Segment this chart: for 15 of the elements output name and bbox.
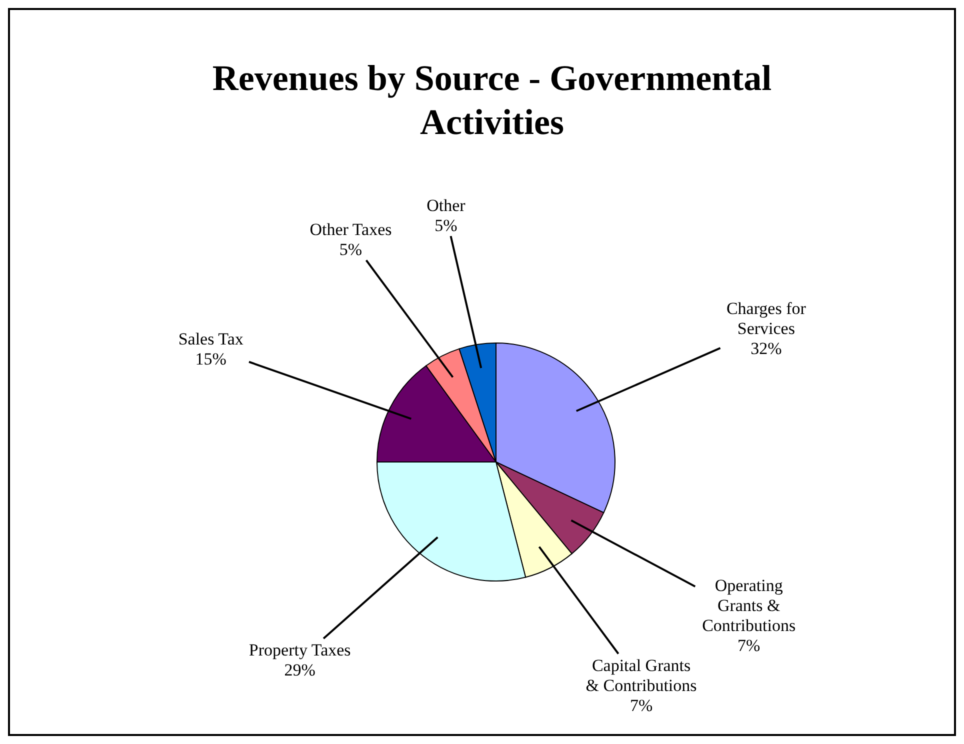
slice-label: Capital Grants & Contributions <box>586 655 697 694</box>
slice-label: Property Taxes <box>248 640 351 660</box>
data-label: 5% <box>339 240 362 259</box>
slice-label: Other <box>426 196 466 215</box>
data-label: 5% <box>434 216 458 235</box>
data-label: 15% <box>195 349 226 368</box>
slice-label: Sales Tax <box>178 329 244 348</box>
chart-title: Revenues by Source - Governmental Activities <box>212 58 772 142</box>
slice-label: Other Taxes <box>310 220 392 239</box>
data-label: 7% <box>630 695 653 714</box>
data-label: 32% <box>750 338 782 358</box>
slice-label: Charges for Services <box>726 298 806 338</box>
data-label: 7% <box>738 636 760 655</box>
slice-label: Operating Grants & Contributions <box>702 576 796 635</box>
data-label: 29% <box>284 660 316 680</box>
